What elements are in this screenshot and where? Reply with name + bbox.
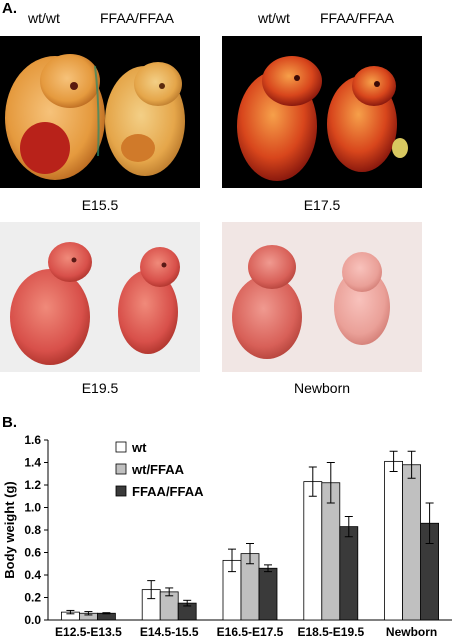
panel-a-label: A. <box>2 0 17 17</box>
y-tick-label: 0.4 <box>24 568 41 582</box>
legend-label: wt <box>131 440 147 455</box>
legend-swatch <box>115 485 127 497</box>
photo-e15-5 <box>0 36 200 188</box>
bar <box>384 460 404 621</box>
legend-label: wt/FFAA <box>131 462 185 477</box>
y-tick-label: 0.2 <box>24 591 41 605</box>
bar <box>303 481 323 621</box>
caption-e17-5: E17.5 <box>303 197 341 213</box>
header-mutant-left: FFAA/FFAA <box>100 10 174 26</box>
caption-e15-5: E15.5 <box>81 197 119 213</box>
photo-e19-5 <box>0 222 200 372</box>
legend-swatch <box>115 463 127 475</box>
header-wt-left: wt/wt <box>28 10 60 26</box>
x-tick-label: E18.5-E19.5 <box>297 625 364 639</box>
y-tick-label: 0.6 <box>24 546 41 560</box>
caption-newborn: Newborn <box>293 380 351 396</box>
panel-b-label: B. <box>2 414 17 431</box>
photo-newborn <box>222 222 422 372</box>
bar <box>402 464 422 621</box>
bar <box>258 567 278 621</box>
legend-label: FFAA/FFAA <box>132 484 204 499</box>
y-tick-label: 1.2 <box>24 478 41 492</box>
x-tick-label: E12.5-E13.5 <box>55 625 122 639</box>
x-tick-label: Newborn <box>386 625 437 639</box>
bar <box>339 526 359 621</box>
caption-e19-5: E19.5 <box>81 380 119 396</box>
y-tick-label: 1.4 <box>24 456 41 470</box>
y-tick-label: 1.0 <box>24 501 41 515</box>
y-tick-label: 1.6 <box>24 433 41 447</box>
y-tick-label: 0.8 <box>24 523 41 537</box>
x-tick-label: E14.5-15.5 <box>140 625 199 639</box>
y-tick-label: 0.0 <box>24 613 41 627</box>
x-tick-label: E16.5-E17.5 <box>217 625 284 639</box>
photo-e17-5 <box>222 36 422 188</box>
body-weight-chart: 0.0 0.2 0.4 0.6 0.8 1.0 1.2 1.4 1.6 Body weight (… <box>2 433 452 639</box>
header-wt-right: wt/wt <box>258 10 290 26</box>
legend-swatch <box>115 441 127 453</box>
header-mutant-right: FFAA/FFAA <box>320 10 394 26</box>
y-axis-label: Body weight (g) <box>2 481 17 579</box>
